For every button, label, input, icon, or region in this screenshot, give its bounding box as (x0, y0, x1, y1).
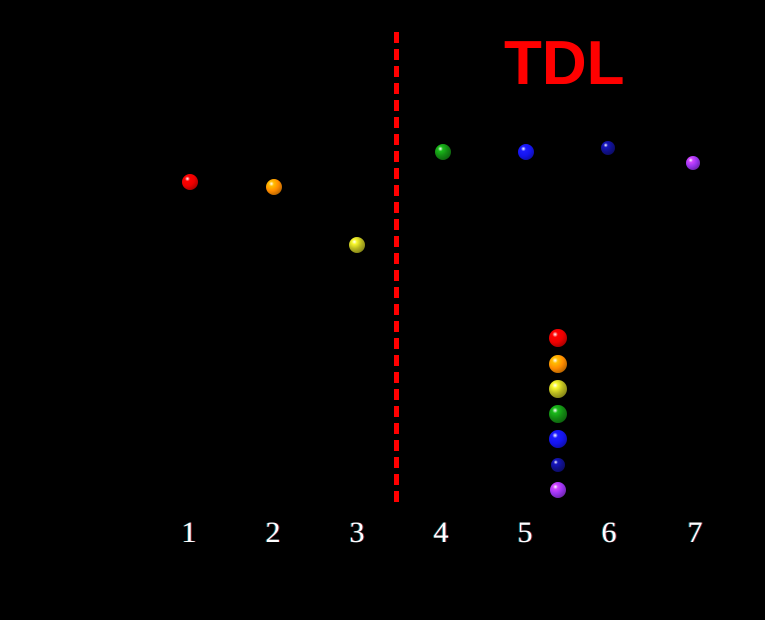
x-axis-tick-4: 4 (433, 516, 449, 549)
data-point-sphere-5 (518, 144, 534, 160)
x-axis-tick-6: 6 (601, 516, 617, 549)
data-point-sphere-3 (349, 237, 365, 253)
x-axis-tick-2: 2 (265, 516, 281, 549)
color-key-sphere-5 (549, 430, 567, 448)
x-axis-tick-5: 5 (517, 516, 533, 549)
data-point-sphere-1 (182, 174, 198, 190)
color-key-sphere-4 (549, 405, 567, 423)
color-key-sphere-3 (549, 380, 567, 398)
data-point-sphere-6 (601, 141, 615, 155)
tdl-threshold-dashed-line (394, 32, 399, 506)
tdl-annotation-label: TDL (504, 29, 625, 98)
x-axis-tick-1: 1 (181, 516, 197, 549)
color-key-sphere-6 (551, 458, 565, 472)
color-key-sphere-1 (549, 329, 567, 347)
data-point-sphere-7 (686, 156, 700, 170)
x-axis-tick-labels: 1 2 3 4 5 6 7 (0, 518, 765, 558)
color-key-sphere-2 (549, 355, 567, 373)
data-point-sphere-2 (266, 179, 282, 195)
color-key-sphere-7 (550, 482, 566, 498)
x-axis-tick-7: 7 (687, 516, 703, 549)
data-point-sphere-4 (435, 144, 451, 160)
x-axis-tick-3: 3 (349, 516, 365, 549)
